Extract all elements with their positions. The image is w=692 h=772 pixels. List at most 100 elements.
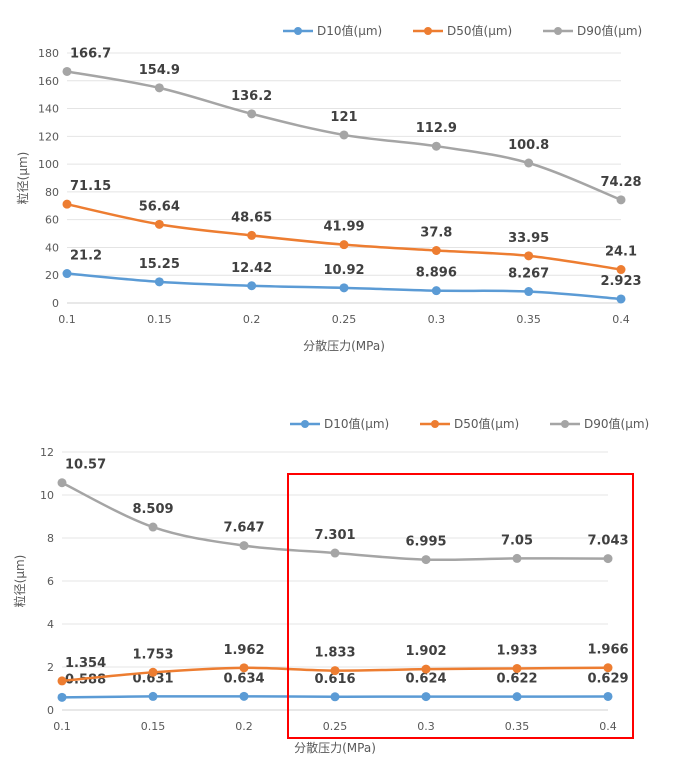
x-tick-label: 0.1 — [53, 720, 71, 733]
data-point — [512, 692, 522, 702]
data-label: 0.588 — [65, 672, 106, 687]
data-point — [154, 277, 164, 287]
data-point — [57, 478, 67, 488]
y-tick-label: 12 — [40, 446, 54, 459]
data-label: 15.25 — [139, 257, 180, 272]
legend-label: D50值(μm) — [454, 416, 519, 431]
legend-marker — [431, 420, 439, 428]
data-label: 10.57 — [65, 458, 106, 473]
data-point — [524, 158, 534, 168]
data-point — [421, 664, 431, 674]
data-point — [616, 294, 626, 304]
legend-item-2: D50值(μm) — [413, 23, 512, 38]
x-axis-label: 分散压力(MPa) — [294, 740, 376, 755]
legend-marker — [554, 27, 562, 35]
y-tick-label: 40 — [45, 241, 59, 254]
data-point — [524, 251, 534, 261]
x-tick-label: 0.4 — [599, 720, 617, 733]
legend-item-3: D90值(μm) — [543, 23, 642, 38]
data-label: 74.28 — [600, 175, 641, 190]
y-axis-label: 粒径(μm) — [15, 152, 30, 205]
data-point — [148, 691, 158, 701]
data-point — [431, 246, 441, 255]
data-label: 0.634 — [223, 671, 264, 686]
data-point — [603, 663, 613, 673]
legend-marker — [301, 420, 309, 428]
data-label: 1.354 — [65, 656, 106, 671]
data-label: 7.05 — [501, 533, 533, 548]
data-point — [616, 265, 626, 275]
data-point — [62, 199, 72, 209]
series-3: 10.57 8.509 7.647 7.301 6.995 7.05 7.043 — [57, 458, 629, 565]
y-tick-label: 0 — [52, 297, 59, 310]
legend-marker — [561, 420, 569, 428]
data-point — [330, 692, 340, 702]
x-tick-label: 0.2 — [235, 720, 253, 733]
data-point — [154, 83, 164, 93]
series-1: 0.588 0.631 0.634 0.616 0.624 0.622 0.629 — [57, 671, 629, 702]
legend-item-1: D10值(μm) — [290, 416, 389, 431]
legend-marker — [424, 27, 432, 35]
data-point — [339, 283, 349, 293]
data-point — [512, 553, 522, 563]
data-label: 2.923 — [600, 274, 641, 289]
data-point — [57, 692, 67, 702]
y-tick-label: 120 — [38, 130, 59, 143]
legend-label: D90值(μm) — [584, 416, 649, 431]
data-point — [62, 269, 72, 279]
data-label: 0.629 — [587, 671, 628, 686]
x-tick-label: 0.3 — [428, 313, 446, 326]
data-point — [339, 240, 349, 250]
data-point — [339, 130, 349, 140]
y-axis-label: 粒径(μm) — [12, 555, 27, 608]
series-3: 166.7 154.9 136.2 121 112.9 100.8 74.28 — [62, 46, 642, 205]
data-label: 48.65 — [231, 210, 272, 225]
legend-label: D10值(μm) — [317, 23, 382, 38]
x-tick-label: 0.25 — [332, 313, 357, 326]
data-label: 0.616 — [314, 672, 355, 687]
y-tick-label: 140 — [38, 103, 59, 116]
data-label: 12.42 — [231, 261, 272, 276]
data-label: 6.995 — [405, 535, 446, 550]
data-point — [431, 141, 441, 151]
data-point — [603, 554, 613, 564]
data-point — [616, 195, 626, 205]
highlight-box — [287, 473, 634, 739]
y-tick-label: 160 — [38, 75, 59, 88]
legend-item-3: D90值(μm) — [550, 416, 649, 431]
data-point — [603, 691, 613, 701]
x-tick-label: 0.3 — [417, 720, 435, 733]
data-label: 10.92 — [323, 263, 364, 278]
legend-item-1: D10值(μm) — [283, 23, 382, 38]
data-point — [154, 219, 164, 229]
data-label: 41.99 — [323, 220, 364, 235]
legend-label: D90值(μm) — [577, 23, 642, 38]
legend-item-2: D50值(μm) — [420, 416, 519, 431]
data-label: 1.933 — [496, 643, 537, 658]
data-point — [247, 230, 257, 240]
y-tick-label: 10 — [40, 489, 54, 502]
data-label: 71.15 — [70, 179, 111, 194]
data-label: 1.833 — [314, 646, 355, 661]
y-tick-label: 80 — [45, 186, 59, 199]
data-point — [524, 287, 534, 297]
data-point — [330, 548, 340, 558]
y-tick-label: 20 — [45, 269, 59, 282]
chart-2: 0 2 4 6 8 10 12 0.1 0.15 0.2 0.25 0.3 0.35 0.4 分散压力(MP… — [12, 416, 649, 755]
data-label: 1.966 — [587, 643, 628, 658]
data-point — [148, 522, 158, 532]
data-label: 7.301 — [314, 528, 355, 543]
y-tick-label: 6 — [47, 575, 54, 588]
data-label: 7.043 — [587, 534, 628, 549]
legend-label: D50值(μm) — [447, 23, 512, 38]
data-label: 24.1 — [605, 245, 637, 260]
data-point — [62, 66, 72, 76]
data-point — [421, 692, 431, 702]
series-2: 71.15 56.64 48.65 41.99 37.8 33.95 24.1 — [62, 179, 637, 275]
data-label: 7.647 — [223, 521, 264, 536]
data-point — [239, 541, 249, 551]
data-label: 112.9 — [416, 121, 457, 136]
y-tick-label: 180 — [38, 47, 59, 60]
y-tick-label: 60 — [45, 214, 59, 227]
